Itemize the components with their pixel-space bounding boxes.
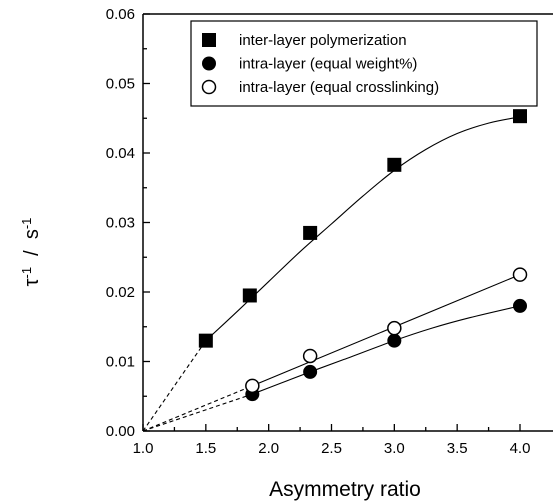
- dashed-extrapolation-series-1: [142, 393, 253, 432]
- x-axis-title: Asymmetry ratio: [269, 478, 421, 501]
- y-axis-title-superscript: -1: [19, 267, 34, 279]
- x-tick-label: 4.0: [510, 440, 531, 457]
- y-tick-label: 0.01: [106, 354, 135, 371]
- fit-curve-series-0: [205, 116, 521, 342]
- y-tick-label: 0.03: [106, 215, 135, 232]
- y-tick-label: 0.02: [106, 284, 135, 301]
- fit-curve-series-1: [252, 305, 521, 395]
- dashed-extrapolation-series-2: [142, 385, 253, 432]
- legend-label: inter-layer polymerization: [239, 32, 407, 49]
- fit-curve-series-2: [252, 274, 521, 387]
- data-point-series-2: [512, 267, 528, 282]
- y-axis-title-part: τ: [21, 278, 43, 286]
- data-point-series-2: [387, 320, 402, 336]
- y-axis-title-part: s: [21, 229, 43, 239]
- y-tick-label: 0.06: [106, 6, 135, 23]
- y-tick-label: 0.04: [106, 145, 135, 162]
- x-tick-label: 2.5: [321, 440, 342, 457]
- dashed-extrapolation-series-0: [142, 340, 207, 432]
- x-tick-label: 3.0: [384, 440, 405, 457]
- data-point-series-2: [302, 348, 318, 364]
- data-point-series-0: [303, 225, 318, 240]
- data-point-series-0: [387, 157, 402, 172]
- data-point-series-2: [245, 378, 260, 394]
- legend-label: intra-layer (equal crosslinking): [239, 79, 439, 96]
- legend-label: intra-layer (equal weight%): [239, 56, 417, 73]
- x-axis-ticks: 1.0 1.5 2.0 2.5 3.0 3.5 4.0: [133, 424, 531, 457]
- data-point-series-0: [242, 288, 257, 303]
- data-point-series-1: [513, 298, 527, 313]
- x-tick-label: 3.5: [447, 440, 468, 457]
- data-markers: [198, 109, 528, 402]
- y-axis-title-part: /: [21, 239, 43, 267]
- data-point-series-1: [387, 333, 402, 348]
- legend-marker: [202, 33, 216, 47]
- y-axis-title-superscript: -1: [19, 218, 34, 230]
- y-axis-ticks: 0.00 0.01 0.02 0.03 0.04 0.05 0.06: [106, 6, 150, 440]
- x-tick-label: 1.0: [133, 440, 154, 457]
- data-point-series-0: [513, 109, 527, 124]
- legend: inter-layer polymerization intra-layer (e…: [190, 20, 538, 107]
- y-axis-title: τ-1 / s-1: [19, 218, 44, 287]
- data-point-series-0: [198, 333, 213, 348]
- fit-curves: [142, 116, 521, 432]
- legend-marker: [202, 56, 216, 71]
- legend-marker: [201, 79, 217, 95]
- data-point-series-1: [303, 364, 318, 379]
- y-tick-label: 0.05: [106, 76, 135, 93]
- x-tick-label: 2.0: [258, 440, 279, 457]
- legend-box: [190, 20, 538, 107]
- x-tick-label: 1.5: [195, 440, 216, 457]
- y-tick-label: 0.00: [106, 423, 135, 440]
